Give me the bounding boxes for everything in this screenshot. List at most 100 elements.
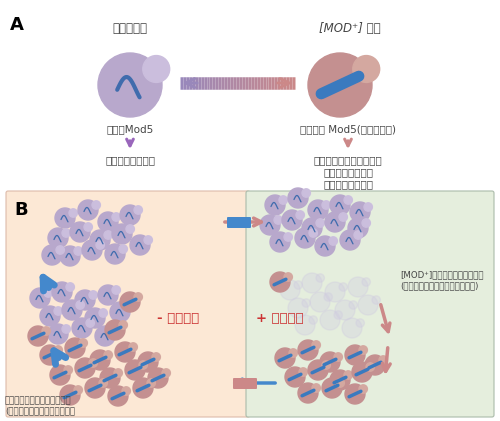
Circle shape <box>284 233 292 241</box>
Circle shape <box>133 378 153 398</box>
Circle shape <box>30 288 50 308</box>
Circle shape <box>379 356 388 364</box>
Circle shape <box>312 341 320 349</box>
Circle shape <box>139 361 147 369</box>
Circle shape <box>340 230 360 250</box>
Circle shape <box>308 200 328 220</box>
Circle shape <box>349 301 358 309</box>
Circle shape <box>134 293 142 301</box>
Circle shape <box>359 385 368 393</box>
Circle shape <box>265 195 285 215</box>
Circle shape <box>350 202 370 222</box>
Circle shape <box>294 281 302 289</box>
Circle shape <box>62 325 70 333</box>
Text: エルゴステロールの増加: エルゴステロールの増加 <box>314 155 382 165</box>
Circle shape <box>295 228 315 248</box>
Circle shape <box>330 370 350 390</box>
Circle shape <box>95 326 115 346</box>
Circle shape <box>295 315 315 335</box>
Circle shape <box>345 345 365 365</box>
Circle shape <box>98 212 118 232</box>
Circle shape <box>339 283 347 291</box>
Circle shape <box>112 213 120 221</box>
Circle shape <box>280 280 300 300</box>
Text: 凝集した Mod5(機能の低下): 凝集した Mod5(機能の低下) <box>300 124 396 134</box>
Circle shape <box>134 206 142 214</box>
Circle shape <box>342 318 362 338</box>
Circle shape <box>98 285 118 305</box>
Circle shape <box>143 56 170 83</box>
Circle shape <box>339 213 347 221</box>
Circle shape <box>302 189 310 197</box>
Circle shape <box>85 308 105 328</box>
Circle shape <box>109 327 118 335</box>
Circle shape <box>309 316 318 324</box>
Circle shape <box>298 383 318 403</box>
Circle shape <box>302 273 322 293</box>
Circle shape <box>76 301 84 309</box>
Circle shape <box>115 342 135 362</box>
Circle shape <box>86 319 94 327</box>
Circle shape <box>60 385 80 405</box>
Circle shape <box>335 300 355 320</box>
Circle shape <box>289 349 298 357</box>
Circle shape <box>329 237 338 245</box>
Circle shape <box>42 327 50 335</box>
Circle shape <box>69 209 78 217</box>
Circle shape <box>325 282 345 302</box>
Circle shape <box>322 361 330 369</box>
Circle shape <box>98 53 162 117</box>
Circle shape <box>70 222 90 242</box>
Circle shape <box>84 223 92 231</box>
Circle shape <box>64 366 72 374</box>
Circle shape <box>325 212 345 232</box>
Circle shape <box>74 386 82 394</box>
Circle shape <box>275 348 295 368</box>
FancyBboxPatch shape <box>233 378 257 389</box>
Circle shape <box>364 203 372 211</box>
Circle shape <box>344 371 352 379</box>
Circle shape <box>62 300 82 320</box>
Circle shape <box>125 360 145 380</box>
Circle shape <box>104 351 112 359</box>
Circle shape <box>334 311 342 319</box>
Circle shape <box>65 338 85 358</box>
Circle shape <box>92 201 100 209</box>
Circle shape <box>309 229 318 237</box>
Circle shape <box>320 310 340 330</box>
Circle shape <box>100 368 120 388</box>
Circle shape <box>114 369 122 377</box>
Circle shape <box>89 291 98 299</box>
Circle shape <box>312 384 320 392</box>
Circle shape <box>56 246 64 254</box>
Text: 穏やかな増殖阻害: 穏やかな増殖阻害 <box>323 179 373 189</box>
Circle shape <box>82 240 102 260</box>
Circle shape <box>124 303 132 311</box>
Circle shape <box>119 245 128 253</box>
Circle shape <box>40 345 60 365</box>
Circle shape <box>104 231 112 239</box>
Circle shape <box>110 302 130 322</box>
Circle shape <box>302 218 322 238</box>
Text: (増殖スピードの違いによる）: (増殖スピードの違いによる） <box>5 406 75 415</box>
Circle shape <box>48 228 68 248</box>
Circle shape <box>120 292 140 312</box>
Circle shape <box>105 244 125 264</box>
Circle shape <box>90 230 110 250</box>
Circle shape <box>274 216 282 224</box>
Circle shape <box>66 283 74 291</box>
Circle shape <box>298 340 318 360</box>
Circle shape <box>358 295 378 315</box>
Circle shape <box>336 379 344 387</box>
Text: [MOD⁺] 酵母: [MOD⁺] 酵母 <box>319 22 381 35</box>
Text: + 抗真菌剤: + 抗真菌剤 <box>256 312 304 325</box>
Circle shape <box>316 274 324 282</box>
Text: 野生型酵母: 野生型酵母 <box>112 22 148 35</box>
Circle shape <box>356 319 364 327</box>
Circle shape <box>344 196 352 204</box>
Circle shape <box>74 247 82 255</box>
Circle shape <box>50 365 70 385</box>
Circle shape <box>122 387 130 395</box>
Circle shape <box>62 229 70 237</box>
Circle shape <box>270 272 290 292</box>
